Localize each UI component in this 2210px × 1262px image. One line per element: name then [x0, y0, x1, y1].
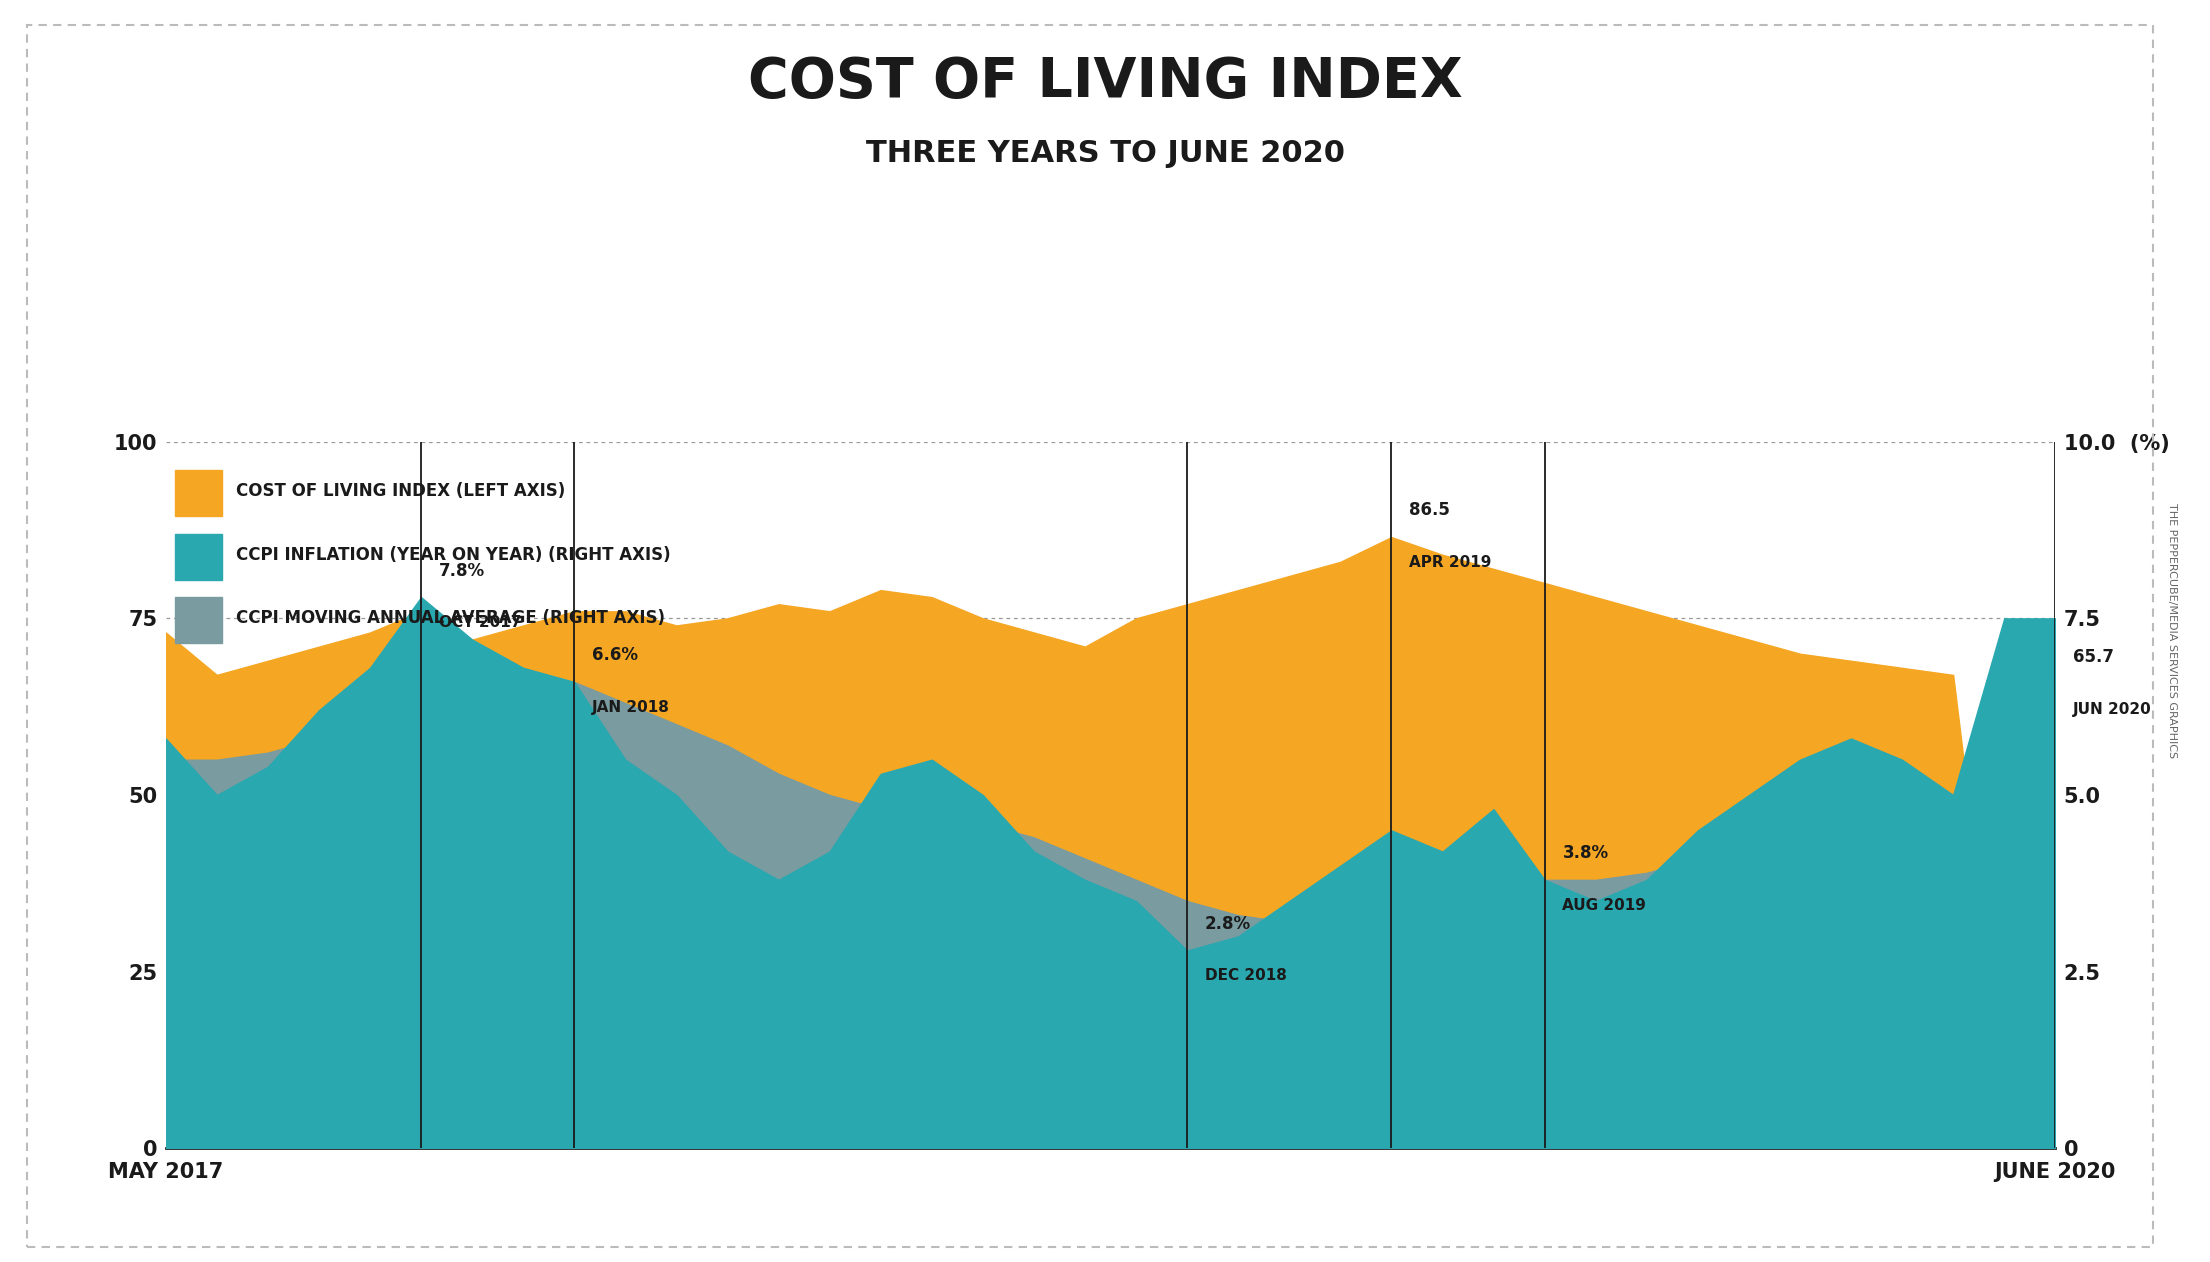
Text: CCPI INFLATION (YEAR ON YEAR) (RIGHT AXIS): CCPI INFLATION (YEAR ON YEAR) (RIGHT AXI…	[236, 545, 670, 564]
Text: 6.6%: 6.6%	[592, 646, 639, 664]
Text: THE PEPPERCUBE/MEDIA SERVICES GRAPHICS: THE PEPPERCUBE/MEDIA SERVICES GRAPHICS	[2168, 504, 2177, 758]
Text: AUG 2019: AUG 2019	[1562, 897, 1646, 912]
Text: APR 2019: APR 2019	[1410, 555, 1492, 569]
Text: CCPI MOVING ANNUAL AVERAGE (RIGHT AXIS): CCPI MOVING ANNUAL AVERAGE (RIGHT AXIS)	[236, 610, 665, 627]
Text: JUN 2020: JUN 2020	[2073, 702, 2153, 717]
FancyBboxPatch shape	[175, 469, 223, 516]
Text: 65.7: 65.7	[2073, 649, 2115, 666]
Text: 3.8%: 3.8%	[1562, 844, 1609, 862]
Text: COST OF LIVING INDEX (LEFT AXIS): COST OF LIVING INDEX (LEFT AXIS)	[236, 482, 566, 500]
FancyBboxPatch shape	[175, 534, 223, 579]
Text: 2.8%: 2.8%	[1204, 915, 1251, 933]
Text: DEC 2018: DEC 2018	[1204, 968, 1286, 983]
Text: JAN 2018: JAN 2018	[592, 699, 670, 714]
Text: COST OF LIVING INDEX: COST OF LIVING INDEX	[747, 56, 1463, 109]
Text: 7.8%: 7.8%	[440, 562, 484, 579]
Text: OCT 2017: OCT 2017	[440, 615, 522, 630]
FancyBboxPatch shape	[175, 597, 223, 644]
Text: 86.5: 86.5	[1410, 501, 1450, 520]
Text: THREE YEARS TO JUNE 2020: THREE YEARS TO JUNE 2020	[866, 140, 1344, 168]
